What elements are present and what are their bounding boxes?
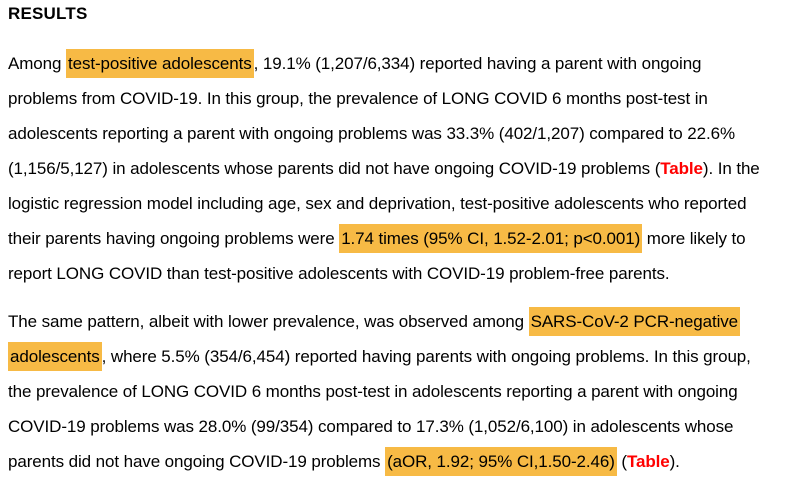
text-segment: (	[616, 452, 627, 471]
text-segment: (1,156/5,127) in adolescents whose paren…	[8, 159, 661, 178]
text-line: Among test-positive adolescents, 19.1% (…	[8, 46, 792, 81]
text-segment: report LONG COVID than test-positive ado…	[8, 264, 670, 283]
text-segment: ). In the	[702, 159, 760, 178]
document-body: Among test-positive adolescents, 19.1% (…	[8, 46, 792, 479]
text-line: report LONG COVID than test-positive ado…	[8, 256, 792, 291]
table-link[interactable]: Table	[660, 159, 703, 178]
text-segment: , 19.1% (1,207/6,334) reported having a …	[253, 54, 702, 73]
text-line: adolescents reporting a parent with ongo…	[8, 116, 792, 151]
text-segment: problems from COVID-19. In this group, t…	[8, 89, 708, 108]
paragraph: Among test-positive adolescents, 19.1% (…	[8, 46, 792, 291]
text-line: The same pattern, albeit with lower prev…	[8, 304, 792, 339]
highlighted-text: 1.74 times (95% CI, 1.52-2.01; p<0.001)	[339, 224, 643, 253]
text-segment: , where 5.5% (354/6,454) reported having…	[101, 347, 751, 366]
text-segment: logistic regression model including age,…	[8, 194, 747, 213]
text-line: problems from COVID-19. In this group, t…	[8, 81, 792, 116]
table-link[interactable]: Table	[626, 452, 670, 471]
text-line: logistic regression model including age,…	[8, 186, 792, 221]
text-segment: parents did not have ongoing COVID-19 pr…	[8, 452, 386, 471]
text-segment: The same pattern, albeit with lower prev…	[8, 312, 529, 331]
section-heading: RESULTS	[8, 4, 88, 23]
text-line: the prevalence of LONG COVID 6 months po…	[8, 374, 792, 409]
text-segment: their parents having ongoing problems we…	[8, 229, 340, 248]
highlighted-text: (aOR, 1.92; 95% CI,1.50-2.46)	[385, 447, 617, 476]
highlighted-text: test-positive adolescents	[66, 49, 254, 78]
text-segment: more likely to	[642, 229, 746, 248]
highlighted-text: SARS-CoV-2 PCR-negative	[528, 307, 741, 336]
text-segment: ).	[669, 452, 680, 471]
paragraph: The same pattern, albeit with lower prev…	[8, 304, 792, 479]
highlighted-text: adolescents	[8, 342, 102, 371]
text-line: parents did not have ongoing COVID-19 pr…	[8, 444, 792, 479]
text-line: their parents having ongoing problems we…	[8, 221, 792, 256]
text-segment: the prevalence of LONG COVID 6 months po…	[8, 382, 738, 401]
text-line: (1,156/5,127) in adolescents whose paren…	[8, 151, 792, 186]
text-segment: Among	[8, 54, 66, 73]
text-line: COVID-19 problems was 28.0% (99/354) com…	[8, 409, 792, 444]
text-line: adolescents, where 5.5% (354/6,454) repo…	[8, 339, 792, 374]
text-segment: adolescents reporting a parent with ongo…	[8, 124, 735, 143]
text-segment: COVID-19 problems was 28.0% (99/354) com…	[8, 417, 734, 436]
